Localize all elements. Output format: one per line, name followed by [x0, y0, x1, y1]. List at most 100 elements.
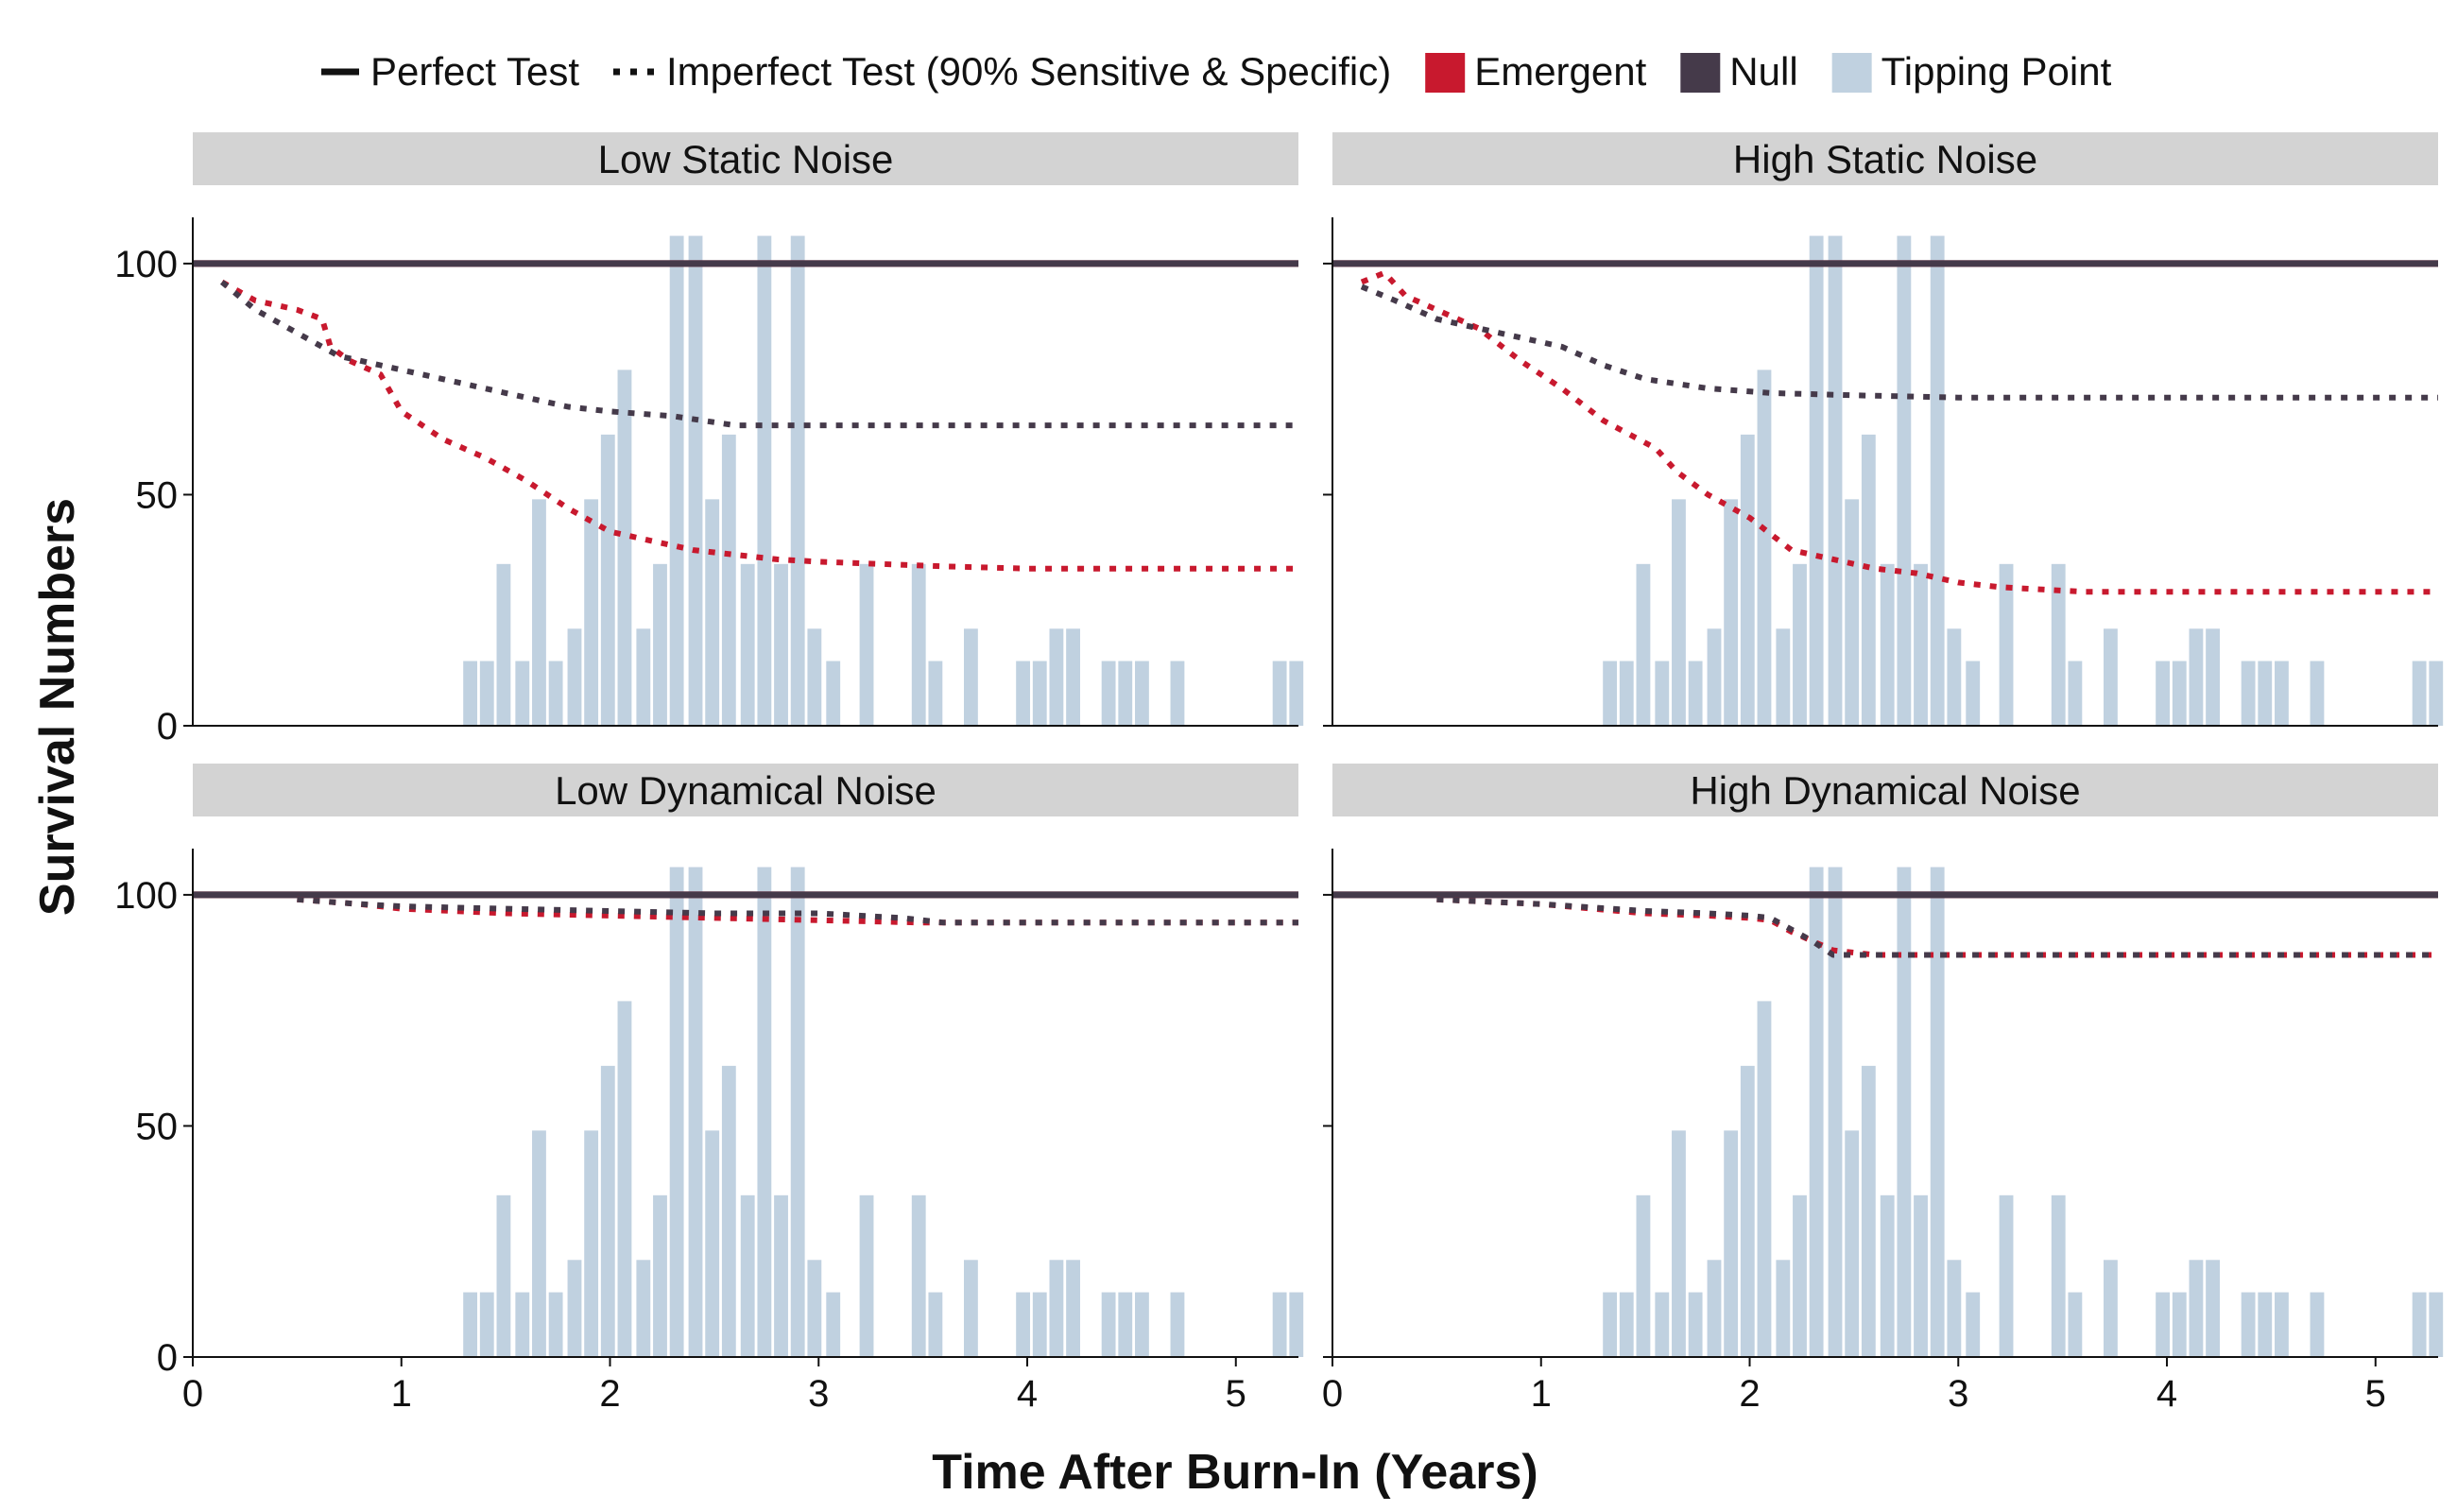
tipping-point-bar [515, 1292, 530, 1357]
tipping-point-bar [515, 661, 530, 726]
tipping-point-bar [636, 628, 651, 726]
tipping-point-bar [617, 1001, 632, 1357]
tipping-point-bar [1740, 1065, 1755, 1357]
tipping-point-bar [1016, 661, 1031, 726]
legend-item-4: Tipping Point [1831, 49, 2112, 94]
tipping-point-bar [653, 563, 667, 726]
tipping-point-bar [2103, 1260, 2118, 1357]
x-tick-label: 3 [808, 1373, 829, 1415]
tipping-point-bar [600, 434, 615, 726]
tipping-point-bar [1672, 499, 1686, 726]
tipping-point-bar [479, 1292, 494, 1357]
tipping-point-bar [1619, 1292, 1634, 1357]
tipping-point-bar [2172, 1292, 2187, 1357]
panel-2: Low Dynamical Noise 0 50 100 0 1 2 3 4 5 [114, 764, 1304, 1415]
panel-strip [1332, 764, 2438, 816]
tipping-point-bar [807, 1260, 822, 1357]
tipping-point-bar [1170, 661, 1185, 726]
tipping-point-bar [1289, 661, 1304, 726]
tipping-point-bar [911, 1194, 926, 1357]
tipping-point-bar [2103, 628, 2118, 726]
tipping-point-bar [1740, 434, 1755, 726]
tipping-point-bars [463, 867, 1304, 1357]
tipping-point-bar [2241, 1292, 2256, 1357]
tipping-point-bar [859, 563, 874, 726]
y-tick-label: 100 [114, 244, 178, 285]
tipping-point-bar [2241, 661, 2256, 726]
tipping-point-bar [928, 661, 943, 726]
legend-item-1: Imperfect Test (90% Sensitive & Specific… [613, 49, 1391, 94]
tipping-point-bar [740, 563, 755, 726]
tipping-point-bar [584, 1130, 599, 1357]
tipping-point-bar [757, 867, 772, 1357]
x-tick-label: 3 [1948, 1373, 1968, 1415]
tipping-point-bar [1914, 563, 1928, 726]
tipping-point-bar [1032, 661, 1047, 726]
legend-key-fill [1831, 53, 1872, 93]
panel-title: High Static Noise [1733, 137, 2037, 181]
tipping-point-bar [721, 1065, 736, 1357]
tipping-point-bar [617, 369, 632, 726]
tipping-point-bar [2206, 1260, 2221, 1357]
tipping-point-bar [1101, 661, 1116, 726]
tipping-point-bar [1880, 563, 1895, 726]
panel-title: Low Dynamical Noise [555, 768, 936, 813]
tipping-point-bar [1999, 563, 2014, 726]
tipping-point-bar [705, 499, 720, 726]
tipping-point-bar [705, 1130, 720, 1357]
x-axis-title: Time After Burn-In (Years) [932, 1445, 1538, 1500]
panel-title: Low Static Noise [598, 137, 894, 181]
tipping-point-bars [1603, 867, 2444, 1357]
tipping-point-bar [1603, 661, 1618, 726]
tipping-point-bar [2258, 661, 2273, 726]
tipping-point-bar [1272, 661, 1287, 726]
imperfect-null-line [219, 280, 1298, 429]
tipping-point-bar [2068, 1292, 2083, 1357]
panel-strip [193, 764, 1298, 816]
tipping-point-bar [1845, 499, 1860, 726]
tipping-point-bar [963, 1260, 978, 1357]
x-tick-label: 4 [2156, 1373, 2177, 1415]
tipping-point-bar [688, 867, 703, 1357]
imperfect-emergent-line [1360, 269, 2438, 595]
tipping-point-bar [2258, 1292, 2273, 1357]
tipping-point-bar [653, 1194, 667, 1357]
tipping-point-bar [496, 563, 511, 726]
tipping-point-bar [532, 499, 546, 726]
tipping-point-bar [1655, 1292, 1670, 1357]
tipping-point-bar [859, 1194, 874, 1357]
tipping-point-bar [1793, 1194, 1807, 1357]
imperfect-emergent-line [297, 896, 1298, 926]
tipping-point-bar [1272, 1292, 1287, 1357]
tipping-point-bar [807, 628, 822, 726]
tipping-point-bar [928, 1292, 943, 1357]
tipping-point-bar [911, 563, 926, 726]
legend-label: Imperfect Test (90% Sensitive & Specific… [666, 49, 1391, 94]
tipping-point-bar [2310, 1292, 2325, 1357]
y-tick-label: 50 [136, 474, 179, 516]
tipping-point-bar [1619, 661, 1634, 726]
tipping-point-bar [2156, 661, 2171, 726]
tipping-point-bar [2412, 661, 2427, 726]
panel-strip [1332, 132, 2438, 185]
tipping-point-bar [2172, 661, 2187, 726]
tipping-point-bar [1776, 628, 1791, 726]
legend-item-3: Null [1680, 49, 1798, 94]
tipping-point-bar [1947, 628, 1962, 726]
tipping-point-bar [1118, 1292, 1133, 1357]
tipping-point-bar [584, 499, 599, 726]
tipping-point-bar [774, 1194, 788, 1357]
tipping-point-bar [2051, 1194, 2066, 1357]
panel-3: High Dynamical Noise 0 1 2 3 4 5 [1322, 764, 2444, 1415]
tipping-point-bar [669, 867, 684, 1357]
tipping-point-bar [669, 235, 684, 727]
legend-item-0: Perfect Test [321, 49, 579, 94]
panel-strip [193, 132, 1298, 185]
legend-key-fill [1425, 53, 1466, 93]
tipping-point-bar [1947, 1260, 1962, 1357]
tipping-point-bar [1724, 499, 1739, 726]
tipping-point-bar [463, 661, 478, 726]
legend-key-fill [1680, 53, 1721, 93]
